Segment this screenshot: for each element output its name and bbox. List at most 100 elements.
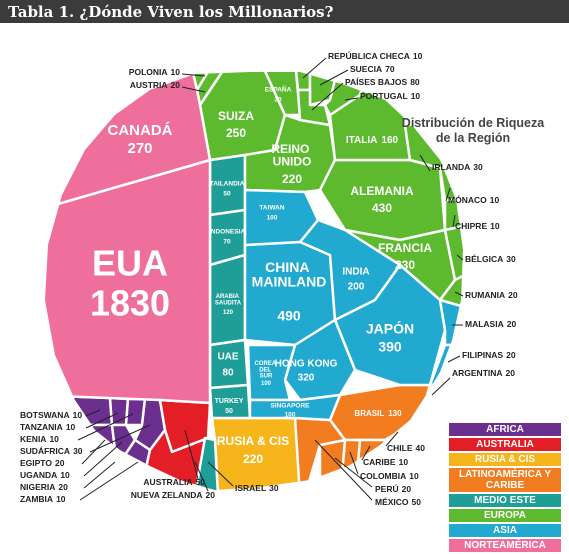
leader-line (85, 412, 119, 429)
leader-line (85, 409, 101, 417)
country-value: 50 (223, 191, 231, 198)
country-value: 20 (58, 482, 68, 492)
country-name: ZAMBIA (20, 494, 53, 504)
country-name: TANZANIA (20, 422, 63, 432)
callout: MÓNACO 10 (448, 194, 499, 205)
country-value: 10 (56, 494, 66, 504)
country-name: FILIPINAS (462, 350, 503, 360)
cell-label: BRASIL 130 (354, 409, 402, 418)
country-value: 30 (506, 254, 516, 264)
country-value: 220 (243, 452, 263, 466)
callout: REPÚBLICA CHECA 10 (328, 50, 423, 61)
country-value: 120 (223, 310, 234, 316)
legend-item: ASIA (449, 524, 561, 537)
country-value: 430 (372, 201, 392, 215)
country-value: 200 (348, 282, 365, 293)
country-name: SUECIA (350, 64, 382, 74)
callout: RUMANIA 20 (465, 290, 518, 300)
leader-line (77, 413, 134, 441)
country-name: PAÍSES BAJOS (345, 77, 408, 87)
country-value: 10 (411, 91, 421, 101)
country-value: 10 (49, 434, 59, 444)
country-name: FRANCIA (378, 241, 432, 255)
country-value: 30 (473, 162, 483, 172)
cell (243, 188, 320, 247)
country-name: ALEMANIA (350, 184, 414, 198)
callout: BÉLGICA 30 (465, 254, 516, 264)
country-name: PERÚ (375, 483, 399, 494)
leader-line (319, 69, 349, 86)
leader-line (452, 214, 456, 228)
country-name: POLONIA (129, 67, 168, 77)
country-name: KENIA (20, 434, 46, 444)
country-value: 50 (225, 408, 233, 415)
leader-line (361, 445, 371, 461)
country-name: ITALIA (346, 135, 377, 146)
cell (193, 436, 220, 490)
leader-line (79, 461, 139, 501)
title-bar: Tabla 1. ¿Dónde Viven los Millonarios? (0, 0, 569, 23)
country-name: TAILANDIA (210, 181, 245, 188)
country-value: 20 (206, 490, 216, 500)
callout: IRLANDA 30 (432, 162, 483, 172)
leader-line (334, 457, 373, 488)
country-name: MÉXICO (375, 497, 409, 507)
country-value: 20 (507, 319, 517, 329)
callout: FILIPINAS 20 (462, 350, 516, 360)
leader-line (194, 461, 209, 492)
callout: PORTUGAL 10 (360, 91, 420, 101)
country-value: 10 (409, 471, 419, 481)
leader-line (184, 429, 199, 480)
leader-line (447, 355, 461, 363)
leader-line (83, 441, 123, 477)
country-value: 250 (226, 126, 246, 140)
leader-line (344, 97, 359, 101)
leader-line (349, 451, 359, 475)
country-name: EGIPTO (20, 458, 52, 468)
callout: CARIBE 10 (363, 457, 408, 467)
country-value: 20 (506, 368, 516, 378)
country-value: 490 (277, 307, 301, 323)
country-value: 20 (506, 350, 516, 360)
country-value: 320 (298, 373, 315, 384)
leader-line (83, 461, 116, 489)
callout: ISRAEL 30 (235, 483, 279, 493)
cell (208, 338, 250, 390)
country-value: 10 (66, 422, 76, 432)
country-name: ESPAÑA (265, 85, 292, 94)
country-value: 100 (285, 412, 296, 419)
country-value: 160 (381, 135, 398, 146)
country-name: JAPÓN (366, 320, 414, 337)
leader-line (311, 82, 344, 111)
legend-item: MEDIO ESTE (449, 494, 561, 507)
callout: MÉXICO 50 (375, 497, 421, 507)
country-value: 100 (267, 215, 278, 222)
callout: BOTSWANA 10 (20, 410, 82, 420)
legend: AFRICA AUSTRALIA RUSIA & CIS LATINOAMÉRICA … (449, 423, 561, 554)
country-name: EUA (92, 243, 168, 284)
country-name: ISRAEL (235, 483, 266, 493)
country-value: 1830 (90, 283, 170, 324)
country-value: 20 (402, 484, 412, 494)
leader-line (385, 431, 399, 447)
country-name: CARIBE (363, 457, 396, 467)
cell (438, 268, 463, 312)
callout: CHILE 40 (387, 443, 425, 453)
leader-line (454, 291, 464, 297)
country-value: 10 (399, 457, 409, 467)
country-value: 50 (412, 497, 422, 507)
country-value: 20 (55, 458, 65, 468)
country-value: 70 (223, 239, 231, 246)
country-value: 230 (395, 258, 415, 272)
callout: NIGERIA 20 (20, 482, 68, 492)
country-name: RUMANIA (465, 290, 505, 300)
country-name: AUSTRALIA (143, 477, 192, 487)
country-name: COREA DEL SUR (254, 361, 277, 380)
country-name: INDONESIA (209, 229, 245, 236)
leader-line (314, 439, 373, 501)
country-name: INDIA (342, 267, 369, 278)
country-name: SUDÁFRICA (20, 446, 70, 456)
legend-item: RUSIA & CIS (449, 453, 561, 466)
